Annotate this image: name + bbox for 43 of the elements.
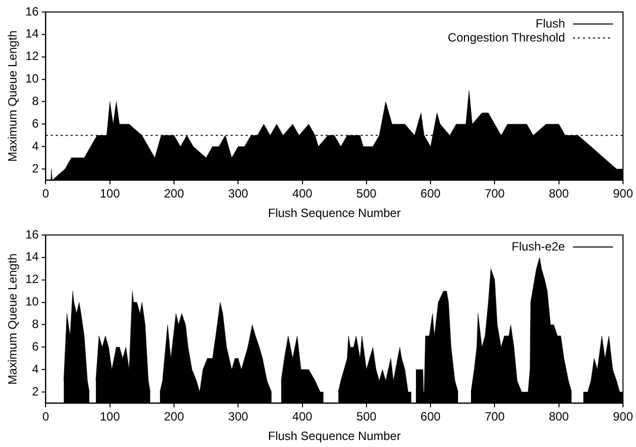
- legend-label: Flush: [536, 16, 565, 30]
- x-tick-label: 800: [548, 410, 570, 424]
- x-tick-label: 400: [292, 186, 313, 201]
- x-tick-label: 800: [548, 186, 570, 201]
- y-tick-label: 2: [32, 384, 40, 398]
- x-tick-label: 100: [100, 410, 120, 424]
- legend-label: Congestion Threshold: [448, 30, 565, 44]
- y-tick-label: 8: [32, 317, 40, 332]
- y-tick-label: 12: [25, 272, 40, 286]
- y-axis-title: Maximum Queue Length: [6, 30, 20, 162]
- y-tick-label: 16: [25, 227, 40, 242]
- x-tick-label: 600: [420, 186, 441, 201]
- y-tick-label: 14: [25, 26, 40, 41]
- y-tick-label: 8: [32, 94, 40, 108]
- legend-label: Flush-e2e: [512, 239, 566, 254]
- y-tick-label: 14: [25, 250, 40, 264]
- x-tick-label: 500: [356, 186, 377, 201]
- x-axis-title: Flush Sequence Number: [268, 206, 401, 220]
- x-tick-label: 700: [484, 410, 506, 424]
- x-tick-label: 200: [164, 186, 184, 201]
- x-tick-label: 600: [420, 410, 441, 424]
- y-tick-label: 10: [25, 294, 40, 309]
- x-tick-label: 300: [228, 410, 248, 424]
- y-tick-label: 10: [25, 72, 40, 86]
- x-tick-label: 100: [100, 186, 120, 201]
- x-tick-label: 900: [612, 410, 634, 424]
- x-tick-label: 200: [164, 410, 184, 424]
- y-tick-label: 16: [25, 4, 40, 18]
- y-tick-label: 4: [32, 362, 40, 376]
- x-tick-label: 300: [228, 186, 248, 201]
- x-tick-label: 400: [292, 410, 313, 424]
- y-axis-title: Maximum Queue Length: [6, 253, 20, 385]
- x-tick-label: 0: [42, 410, 50, 424]
- x-axis-title: Flush Sequence Number: [268, 429, 401, 444]
- x-tick-label: 700: [484, 186, 506, 201]
- y-tick-label: 6: [32, 339, 40, 354]
- y-tick-label: 12: [25, 49, 40, 64]
- x-tick-label: 900: [612, 186, 634, 201]
- x-tick-label: 0: [42, 186, 50, 201]
- y-tick-label: 6: [32, 116, 40, 130]
- y-tick-label: 2: [32, 161, 40, 176]
- x-tick-label: 500: [356, 410, 377, 424]
- y-tick-label: 4: [32, 138, 40, 153]
